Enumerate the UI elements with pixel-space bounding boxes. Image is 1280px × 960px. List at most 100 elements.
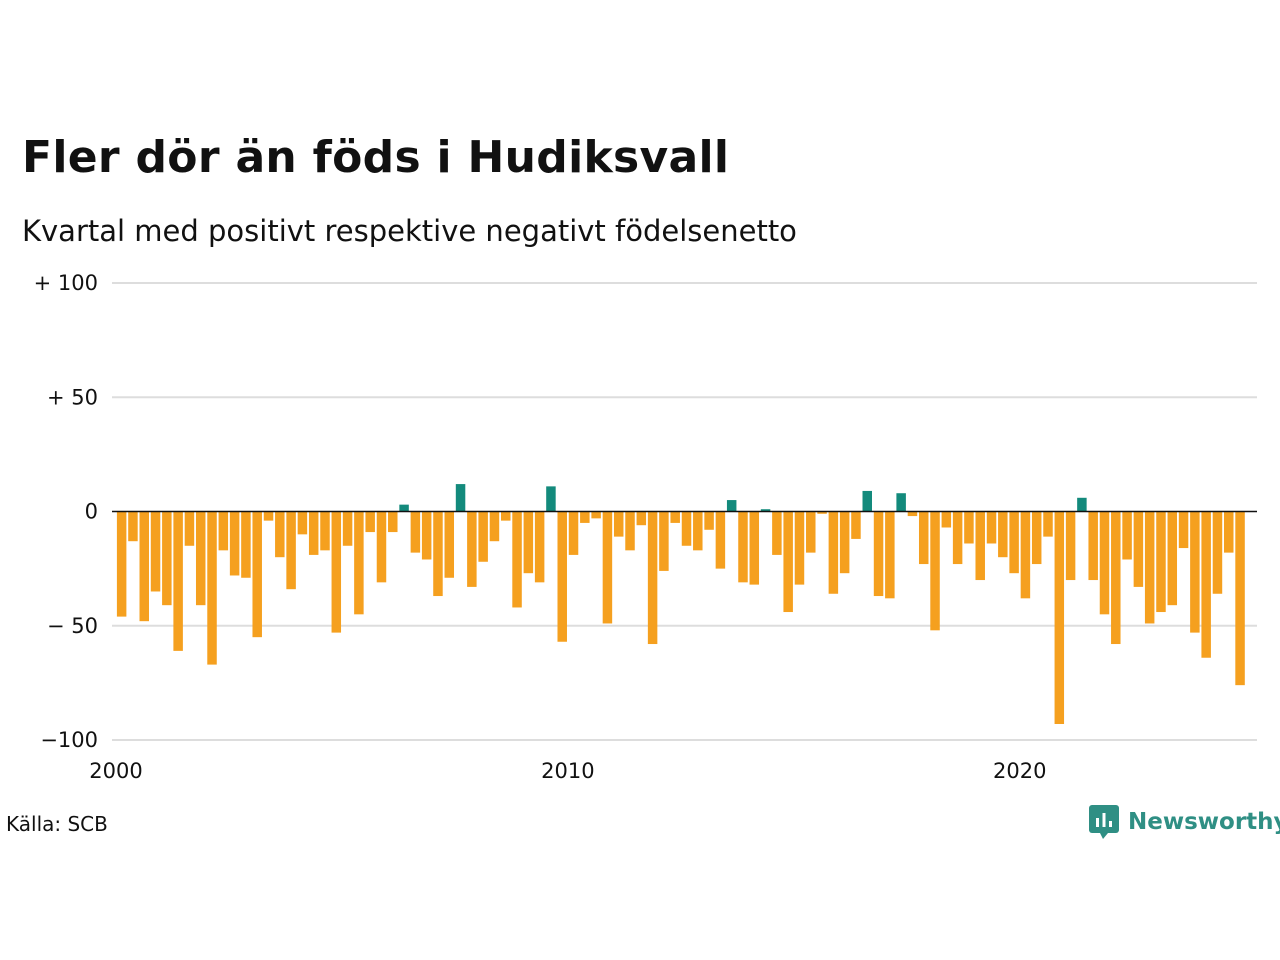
bar-2005-k2: 2005 K2: -45 <box>354 511 364 615</box>
bar-2002-k3: 2002 K3: -28 <box>229 511 240 576</box>
bar-2014-k3: 2014 K3: -19 <box>772 511 782 555</box>
newsworthy-logo-icon <box>1089 805 1119 839</box>
bar-2022-k2: 2022 K2: -21 <box>1122 511 1132 560</box>
bar-2017-k2: 2017 K2: 8 <box>896 493 906 512</box>
bar-2014-k1: 2014 K1: -32 <box>749 511 760 585</box>
bar-2006-k2: 2006 K2: 3 <box>399 504 409 512</box>
bar-2003-k4: 2003 K4: -34 <box>286 511 296 590</box>
bar-2023-k2: 2023 K2: -41 <box>1167 511 1178 606</box>
bar-2018-k1: 2018 K1: -52 <box>930 511 940 631</box>
bar-2004-k1: 2004 K1: -10 <box>297 511 308 535</box>
y-tick-label: −100 <box>40 728 98 752</box>
bar-2016-k1: 2016 K1: -27 <box>839 511 850 574</box>
x-tick-label: 2000 <box>89 759 142 783</box>
bar-2011-k3: 2011 K3: -6 <box>636 511 647 526</box>
bar-2017-k3: 2017 K3: -2 <box>907 511 918 517</box>
bar-2018-k4: 2018 K4: -14 <box>964 511 974 544</box>
source-note: Källa: SCB <box>6 812 108 836</box>
bar-2000-k1: 2000 K1: -46 <box>116 511 127 617</box>
bar-2012-k2: 2012 K2: -5 <box>670 511 680 523</box>
bar-2006-k1: 2006 K1: -9 <box>388 511 398 533</box>
bar-2024-k2: 2024 K2: -36 <box>1212 511 1223 594</box>
bar-2009-k2: 2009 K2: -31 <box>534 511 545 583</box>
bar-2007-k4: 2007 K4: -33 <box>467 511 477 587</box>
bar-2022-k1: 2022 K1: -58 <box>1111 511 1121 645</box>
chart-subtitle: Kvartal med positivt respektive negativt… <box>22 214 797 248</box>
bar-2022-k4: 2022 K4: -49 <box>1144 511 1155 624</box>
bar-2000-k2: 2000 K2: -13 <box>128 511 138 542</box>
bar-2021-k2: 2021 K2: 6 <box>1077 497 1087 512</box>
bar-2023-k4: 2023 K4: -53 <box>1190 511 1200 633</box>
bar-2021-k4: 2021 K4: -45 <box>1099 511 1110 615</box>
bar-2022-k3: 2022 K3: -33 <box>1133 511 1144 587</box>
bar-2019-k2: 2019 K2: -14 <box>986 511 997 544</box>
bar-2003-k1: 2003 K1: -55 <box>252 511 262 638</box>
bar-2011-k2: 2011 K2: -17 <box>625 511 635 551</box>
bar-2013-k1: 2013 K1: -8 <box>704 511 714 530</box>
bar-2010-k4: 2010 K4: -49 <box>602 511 613 624</box>
bar-2003-k3: 2003 K3: -20 <box>275 511 285 558</box>
y-tick-label: − 50 <box>47 614 98 638</box>
bar-2002-k1: 2002 K1: -67 <box>207 511 217 665</box>
bar-2016-k3: 2016 K3: 9 <box>862 490 872 512</box>
bar-2002-k4: 2002 K4: -29 <box>241 511 251 578</box>
bar-2023-k1: 2023 K1: -44 <box>1156 511 1166 613</box>
bar-2001-k4: 2001 K4: -41 <box>195 511 206 606</box>
bar-2009-k1: 2009 K1: -27 <box>523 511 534 574</box>
bar-2003-k2: 2003 K2: -4 <box>263 511 274 521</box>
bar-2015-k4: 2015 K4: -36 <box>828 511 839 594</box>
bar-2008-k2: 2008 K2: -13 <box>489 511 500 542</box>
y-tick-label: + 100 <box>34 271 98 295</box>
bar-2024-k3: 2024 K3: -18 <box>1224 511 1234 553</box>
bar-2011-k4: 2011 K4: -58 <box>647 511 658 645</box>
bar-2016-k4: 2016 K4: -37 <box>873 511 884 597</box>
bar-2007-k2: 2007 K2: -29 <box>444 511 455 578</box>
bar-2024-k4: 2024 K4: -76 <box>1235 511 1245 686</box>
bar-2001-k3: 2001 K3: -15 <box>184 511 195 546</box>
bar-2012-k4: 2012 K4: -17 <box>693 511 703 551</box>
bar-2010-k1: 2010 K1: -19 <box>568 511 579 555</box>
bar-2004-k4: 2004 K4: -53 <box>331 511 342 633</box>
bar-2019-k3: 2019 K3: -20 <box>998 511 1008 558</box>
bar-2006-k4: 2006 K4: -21 <box>421 511 432 560</box>
bar-2023-k3: 2023 K3: -16 <box>1178 511 1189 549</box>
y-tick-label: + 50 <box>47 385 98 409</box>
bar-2020-k2: 2020 K2: -23 <box>1031 511 1042 565</box>
brand-name: Newsworthy <box>1128 809 1280 835</box>
bar-2013-k4: 2013 K4: -31 <box>738 511 748 583</box>
bar-2012-k3: 2012 K3: -15 <box>681 511 692 546</box>
y-axis-labels: + 100 + 50 0 − 50 −100 <box>34 271 98 752</box>
bar-2005-k1: 2005 K1: -15 <box>342 511 353 546</box>
bar-2020-k3: 2020 K3: -11 <box>1043 511 1053 537</box>
bar-2016-k2: 2016 K2: -12 <box>851 511 861 539</box>
bar-2007-k1: 2007 K1: -37 <box>433 511 443 597</box>
x-tick-label: 2020 <box>993 759 1046 783</box>
bar-2020-k1: 2020 K1: -38 <box>1020 511 1031 599</box>
bar-2010-k2: 2010 K2: -5 <box>580 511 590 523</box>
bar-2010-k3: 2010 K3: -3 <box>591 511 601 519</box>
bar-2015-k3: 2015 K3: -1 <box>817 511 827 514</box>
y-tick-label: 0 <box>85 500 98 524</box>
bar-2005-k4: 2005 K4: -31 <box>376 511 387 583</box>
chart-title: Fler dör än föds i Hudiksvall <box>22 132 730 183</box>
bar-2014-k4: 2014 K4: -44 <box>783 511 793 613</box>
bar-2013-k3: 2013 K3: 5 <box>726 500 737 512</box>
bar-2017-k4: 2017 K4: -23 <box>918 511 929 565</box>
bar-chart: 2000 K1: -462000 K2: -132000 K3: -482000… <box>34 271 1257 783</box>
bar-2024-k1: 2024 K1: -64 <box>1201 511 1211 658</box>
bar-2017-k1: 2017 K1: -38 <box>885 511 895 599</box>
bar-2005-k3: 2005 K3: -9 <box>365 511 375 533</box>
bar-2019-k1: 2019 K1: -30 <box>975 511 985 581</box>
bar-2012-k1: 2012 K1: -26 <box>659 511 669 571</box>
bar-2006-k3: 2006 K3: -18 <box>410 511 421 553</box>
bar-2013-k2: 2013 K2: -25 <box>715 511 726 569</box>
newsworthy-brand: Newsworthy <box>1088 803 1280 841</box>
bar-2014-k2: 2014 K2: 1 <box>760 509 771 512</box>
bar-2011-k1: 2011 K1: -11 <box>613 511 624 537</box>
bar-2015-k1: 2015 K1: -32 <box>794 511 805 585</box>
gridlines <box>112 282 1257 741</box>
bar-2018-k3: 2018 K3: -23 <box>952 511 963 565</box>
bar-2004-k2: 2004 K2: -19 <box>308 511 319 555</box>
bar-2021-k1: 2021 K1: -30 <box>1065 511 1076 581</box>
bar-2009-k4: 2009 K4: -57 <box>557 511 567 642</box>
